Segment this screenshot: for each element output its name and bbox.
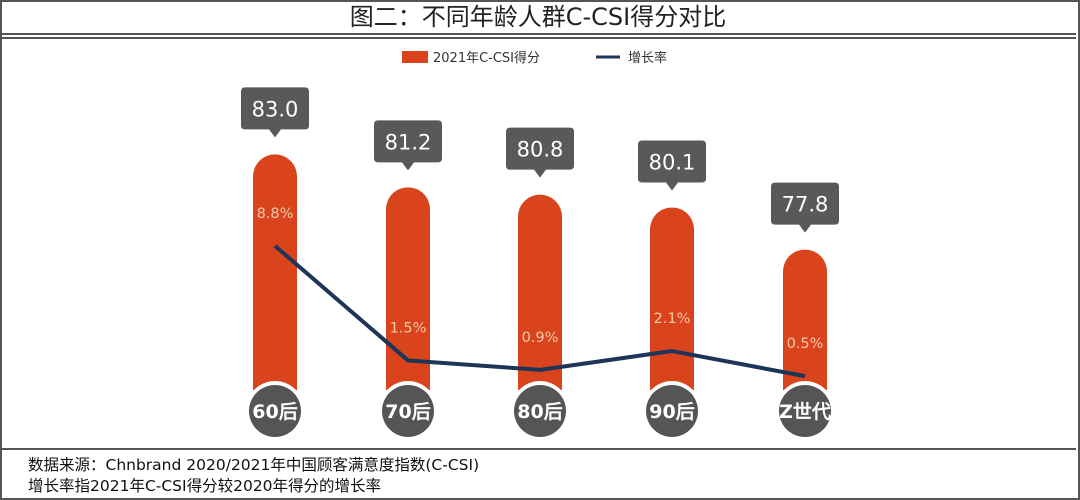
bar-value-label: 77.8 bbox=[782, 193, 829, 217]
growth-label: 2.1% bbox=[654, 311, 691, 327]
growth-note: 增长率指2021年C-CSI得分较2020年得分的增长率 bbox=[28, 477, 382, 495]
category-label: 80后 bbox=[517, 401, 562, 423]
bar-value-label: 80.8 bbox=[517, 138, 564, 162]
legend-bar-label: 2021年C-CSI得分 bbox=[433, 50, 540, 66]
category-label: Z世代 bbox=[779, 401, 831, 423]
bar-value-label: 83.0 bbox=[252, 97, 299, 121]
growth-label: 1.5% bbox=[390, 320, 427, 336]
growth-label: 0.5% bbox=[787, 336, 824, 352]
bar bbox=[253, 154, 297, 390]
category-circle bbox=[646, 385, 698, 437]
category-label: 70后 bbox=[385, 401, 430, 423]
value-callout bbox=[638, 140, 706, 191]
bar bbox=[650, 207, 694, 390]
footer: 数据来源：Chnbrand 2020/2021年中国顾客满意度指数(C-CSI)… bbox=[28, 455, 479, 497]
bar bbox=[386, 187, 430, 390]
bar-value-label: 81.2 bbox=[385, 130, 432, 154]
category-circle bbox=[382, 385, 434, 437]
bar-value-label: 80.1 bbox=[649, 150, 696, 174]
category-circle bbox=[514, 385, 566, 437]
bar bbox=[518, 194, 562, 390]
value-callout bbox=[241, 87, 309, 138]
category-circle bbox=[779, 385, 831, 437]
chart-area bbox=[0, 37, 1076, 450]
category-label: 60后 bbox=[252, 401, 297, 423]
value-callout bbox=[771, 182, 839, 233]
chart-title: 图二：不同年龄人群C-CSI得分对比 bbox=[0, 0, 1076, 35]
value-callout bbox=[506, 127, 574, 178]
legend-bar-swatch bbox=[402, 51, 428, 63]
growth-label: 8.8% bbox=[257, 206, 294, 222]
bar bbox=[783, 249, 827, 390]
legend-line-label: 增长率 bbox=[628, 50, 667, 66]
category-circle bbox=[249, 385, 301, 437]
growth-label: 0.9% bbox=[522, 330, 559, 346]
growth-line bbox=[273, 244, 806, 379]
source-note: 数据来源：Chnbrand 2020/2021年中国顾客满意度指数(C-CSI) bbox=[28, 456, 480, 474]
category-label: 90后 bbox=[649, 401, 694, 423]
value-callout bbox=[374, 120, 442, 171]
